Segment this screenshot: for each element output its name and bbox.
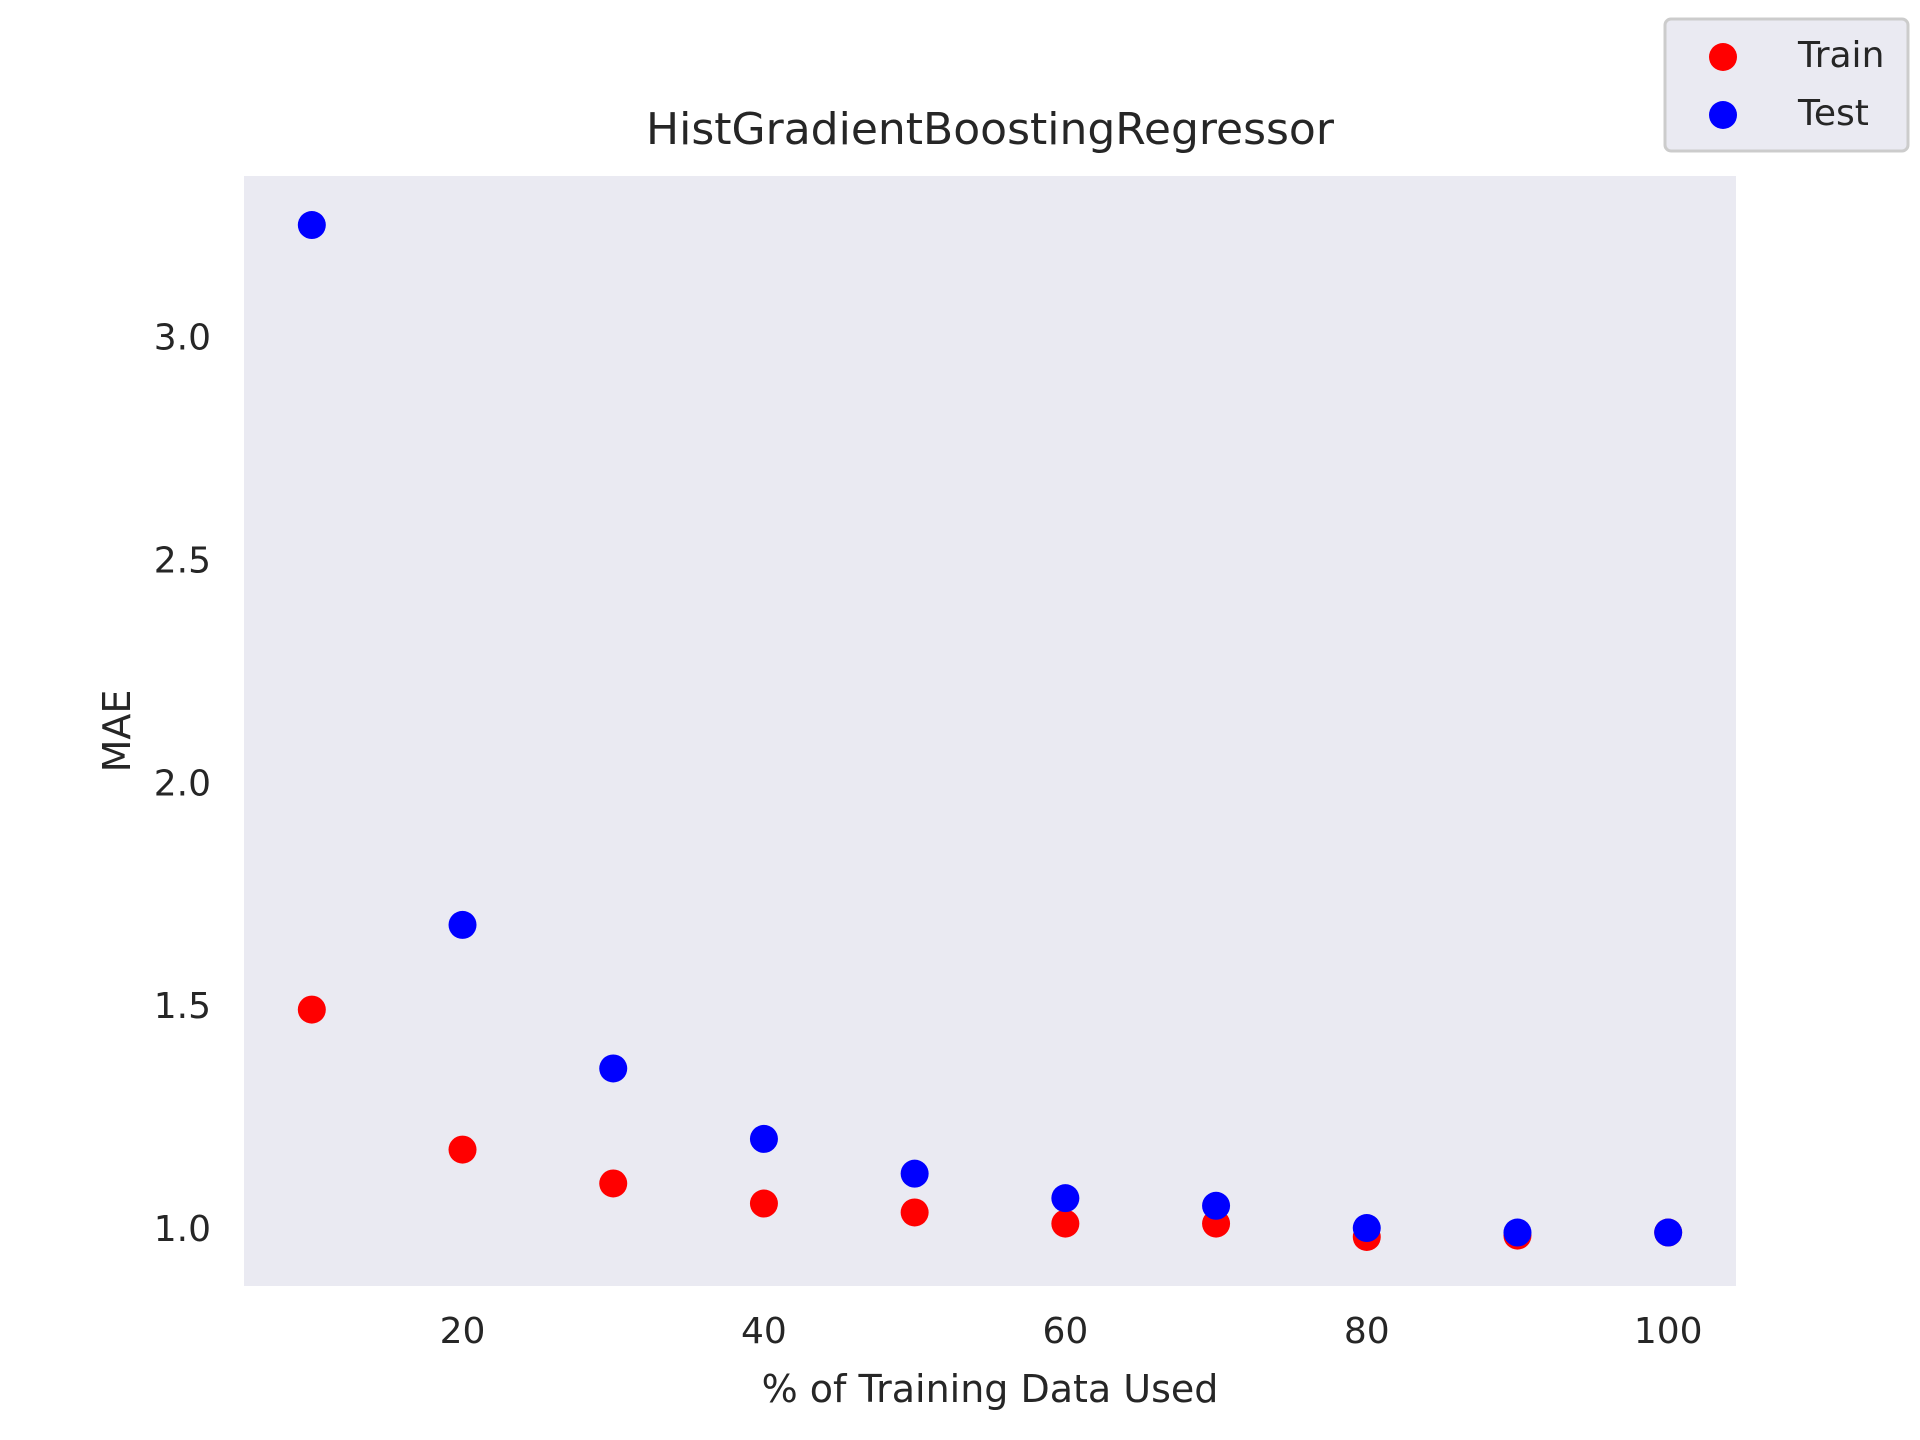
y-tick-label: 1.5 [154,986,211,1027]
legend-marker-train [1709,43,1737,71]
x-tick-label: 80 [1344,1311,1390,1352]
y-tick-label: 3.0 [154,317,211,358]
data-point-test [1654,1218,1683,1247]
y-tick-label: 1.0 [154,1209,211,1250]
y-tick-label: 2.5 [154,540,211,581]
x-tick-label: 60 [1042,1311,1088,1352]
data-point-test [1503,1218,1532,1247]
data-point-test [448,910,477,939]
x-tick-label: 20 [440,1311,486,1352]
legend-label-train: Train [1797,35,1884,76]
legend-label-test: Test [1797,93,1869,134]
data-point-test [599,1054,628,1083]
data-point-test [297,211,326,240]
y-tick-label: 2.0 [154,763,211,804]
chart-title: HistGradientBoostingRegressor [646,104,1335,155]
x-tick-labels: 20 40 60 80 100 [440,1311,1703,1352]
data-points [297,211,1683,1251]
y-tick-labels: 1.0 1.5 2.0 2.5 3.0 [154,317,211,1250]
legend-marker-test [1709,101,1737,129]
data-point-test [1352,1214,1381,1243]
data-point-test [1202,1191,1231,1220]
data-point-train [297,995,326,1024]
x-tick-label: 40 [741,1311,787,1352]
data-point-test [749,1124,778,1153]
x-axis-label: % of Training Data Used [762,1367,1219,1411]
legend: Train Test [1663,17,1910,153]
data-point-train [599,1169,628,1198]
data-point-test [900,1159,929,1188]
y-axis-label: MAE [95,690,139,773]
data-point-test [1051,1184,1080,1213]
data-point-train [749,1189,778,1218]
x-tick-label: 100 [1634,1311,1703,1352]
plot-area [244,176,1736,1286]
data-point-train [1051,1209,1080,1238]
data-point-train [448,1135,477,1164]
data-point-train [900,1198,929,1227]
